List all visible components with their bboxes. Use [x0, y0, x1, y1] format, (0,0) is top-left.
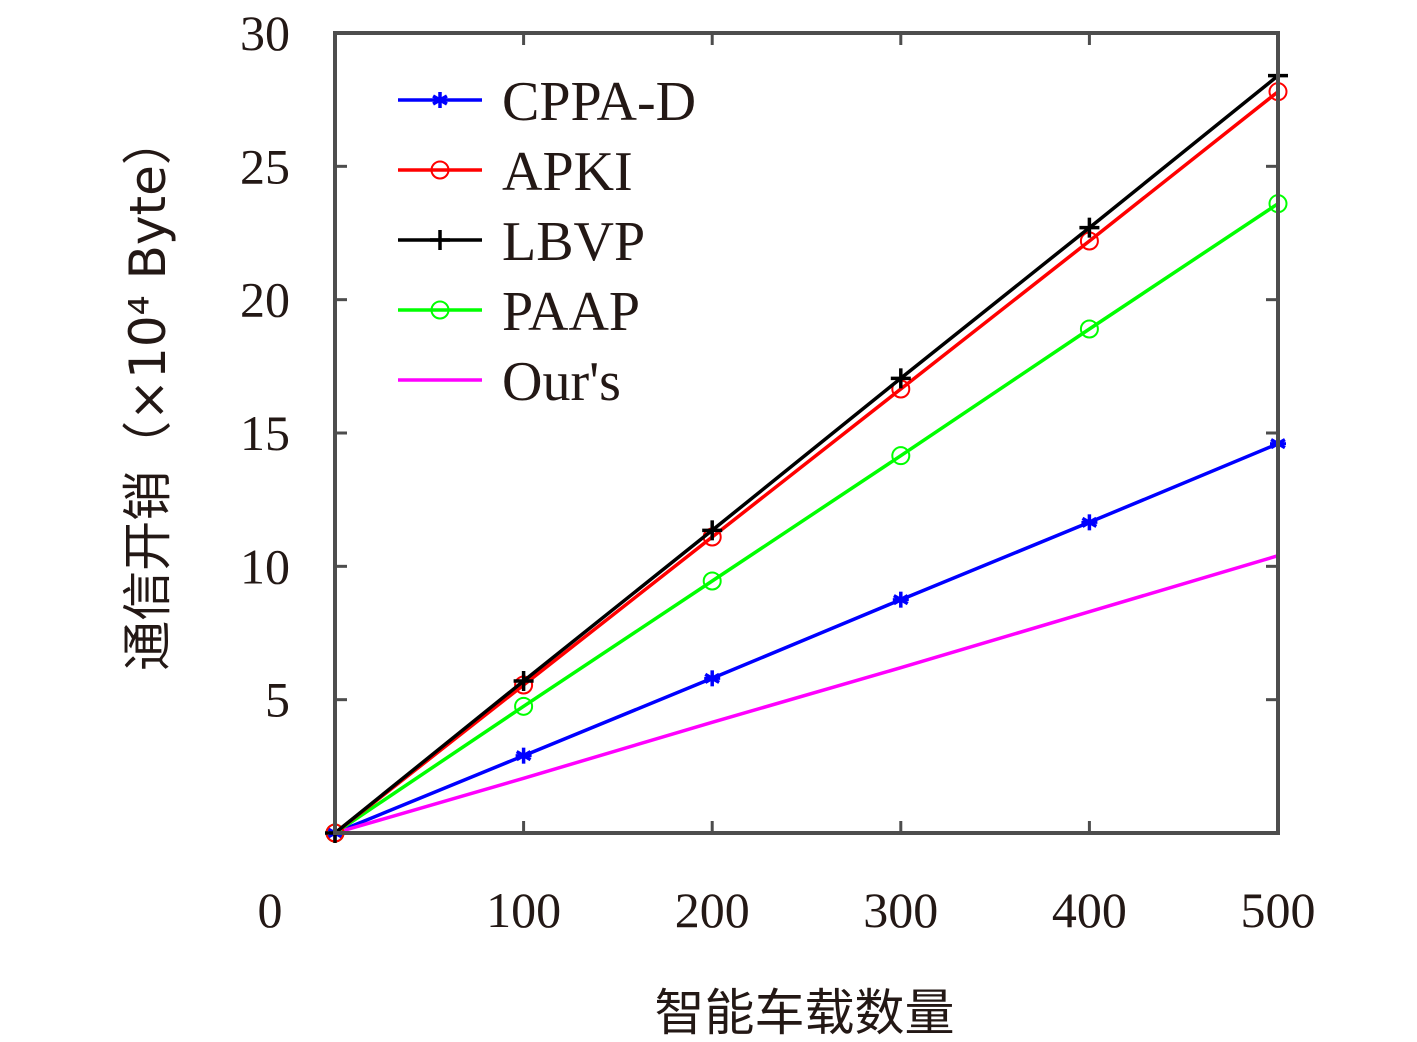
data-point — [702, 571, 722, 591]
legend-entry: LBVP — [398, 211, 645, 273]
point-marker — [891, 446, 911, 466]
data-point — [702, 520, 723, 541]
legend-label: APKI — [502, 141, 633, 203]
x-tick-label: 0 — [258, 882, 283, 938]
tick-labels: 0 100 200 300 400 500 5 10 15 20 25 30 — [240, 5, 1316, 938]
series-line — [334, 202, 1279, 835]
data-point — [432, 92, 448, 108]
data-point — [430, 160, 450, 180]
point-marker — [430, 300, 450, 320]
y-tick-label: 15 — [240, 405, 290, 461]
axis-ticks — [335, 33, 1278, 833]
x-tick-label: 100 — [486, 882, 561, 938]
legend-label: LBVP — [502, 211, 645, 273]
y-axis-title: 通信开销（×10⁴ Byte） — [119, 115, 177, 671]
data-point — [890, 368, 911, 389]
data-point — [891, 446, 911, 466]
data-point — [1079, 217, 1100, 238]
y-tick-label: 25 — [240, 138, 290, 194]
data-point — [430, 300, 450, 320]
legend: CPPA-D APKI LBVP PAAP Our's — [398, 71, 696, 413]
plot-series — [325, 65, 1288, 843]
series-our-s — [334, 554, 1279, 835]
x-tick-label: 500 — [1241, 882, 1316, 938]
series-line — [333, 74, 1280, 835]
data-point — [430, 230, 450, 250]
x-tick-label: 200 — [675, 882, 750, 938]
x-tick-label: 300 — [863, 882, 938, 938]
series-line — [334, 442, 1279, 835]
legend-label: CPPA-D — [502, 71, 696, 133]
y-tick-label: 5 — [265, 672, 290, 728]
legend-label: Our's — [502, 351, 621, 413]
series-apki — [325, 82, 1288, 843]
point-marker — [702, 571, 722, 591]
series-paap — [325, 194, 1288, 843]
y-tick-label: 10 — [240, 538, 290, 594]
series-cppa-d — [327, 435, 1286, 841]
series-line — [334, 554, 1279, 835]
data-point — [514, 696, 534, 716]
data-point — [1081, 514, 1098, 531]
plot-frame — [333, 31, 1280, 835]
legend-label: PAAP — [502, 281, 640, 343]
point-marker — [1079, 319, 1099, 339]
point-marker — [430, 160, 450, 180]
data-point — [892, 591, 909, 608]
x-tick-label: 400 — [1052, 882, 1127, 938]
data-point — [704, 670, 721, 687]
data-point — [515, 747, 532, 764]
x-axis-title: 智能车载数量 — [655, 984, 955, 1042]
y-tick-label: 20 — [240, 272, 290, 328]
series-line — [333, 90, 1280, 835]
legend-entry: Our's — [398, 351, 621, 413]
y-tick-label: 30 — [240, 5, 290, 61]
legend-entry: CPPA-D — [398, 71, 696, 133]
data-point — [513, 671, 534, 691]
data-point — [1079, 319, 1099, 339]
legend-entry: APKI — [398, 141, 633, 203]
series-lbvp — [325, 65, 1288, 843]
legend-entry: PAAP — [398, 281, 640, 343]
point-marker — [514, 696, 534, 716]
